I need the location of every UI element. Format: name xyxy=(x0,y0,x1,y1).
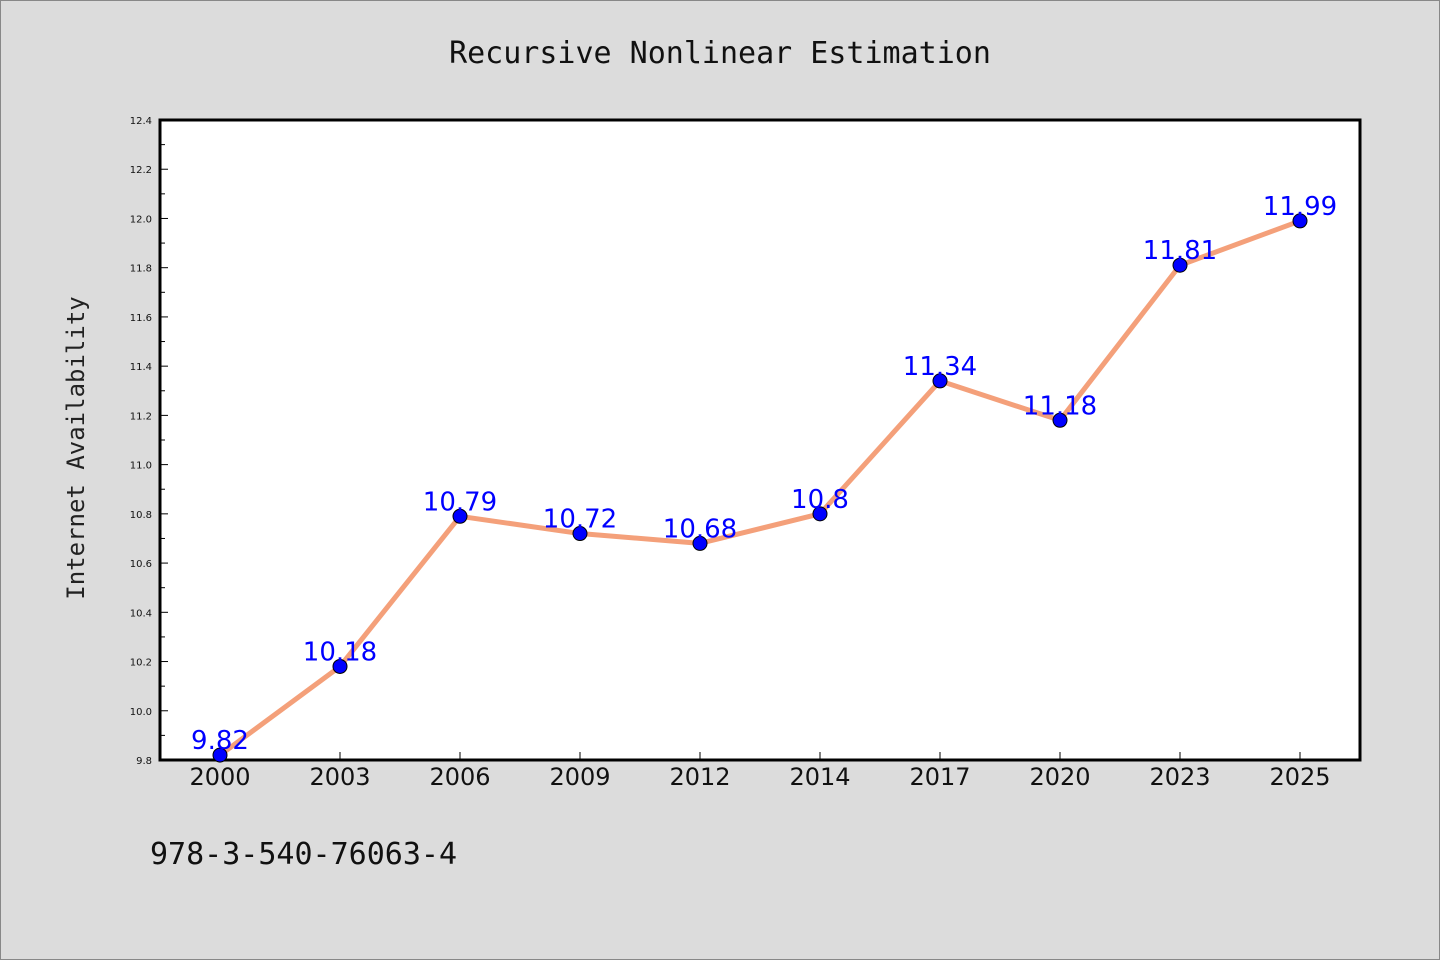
y-axis: 9.8 10.0 10.2 10.4 10.6 10.8 11.0 11.2 11.4 11.6 1… xyxy=(130,116,168,767)
y-tick-label: 12.4 xyxy=(130,116,152,127)
x-tick-label: 2012 xyxy=(669,763,730,791)
data-label: 9.82 xyxy=(191,726,249,756)
plot-area xyxy=(158,118,1362,762)
data-label: 11.81 xyxy=(1143,236,1217,266)
x-tick-label: 2014 xyxy=(789,763,850,791)
data-label: 10.18 xyxy=(303,637,377,667)
data-labels: 9.82 10.18 10.79 10.72 10.68 10.8 11.34 11.18 11… xyxy=(191,192,1337,756)
data-label: 11.34 xyxy=(903,352,977,382)
y-tick-label: 12.0 xyxy=(130,214,152,225)
y-tick-label: 11.8 xyxy=(130,264,152,275)
data-label: 11.99 xyxy=(1263,192,1337,222)
x-axis: 2000 2003 2006 2009 2012 2014 2017 2020 2023 2025 xyxy=(189,752,1331,791)
x-tick-label: 2017 xyxy=(909,763,970,791)
y-tick-label: 10.6 xyxy=(130,559,152,570)
data-point xyxy=(1052,412,1068,428)
x-tick-label: 2023 xyxy=(1149,763,1210,791)
data-point xyxy=(692,535,708,551)
data-label: 10.68 xyxy=(663,514,737,544)
data-label: 10.8 xyxy=(791,485,849,515)
footer-isbn: 978-3-540-76063-4 xyxy=(150,837,457,872)
y-tick-label: 12.2 xyxy=(130,165,152,176)
x-tick-label: 2009 xyxy=(549,763,610,791)
x-tick-label: 2025 xyxy=(1269,763,1330,791)
y-tick-label: 10.0 xyxy=(130,707,152,718)
data-markers xyxy=(212,213,1308,763)
data-label: 10.72 xyxy=(543,505,617,535)
y-tick-label: 10.8 xyxy=(130,510,152,521)
x-tick-label: 2006 xyxy=(429,763,490,791)
series-line xyxy=(217,218,1303,758)
y-tick-label: 10.2 xyxy=(130,658,152,669)
data-point xyxy=(572,526,588,542)
data-point xyxy=(212,747,228,763)
y-tick-label: 10.4 xyxy=(130,608,152,619)
y-tick-label: 9.8 xyxy=(136,756,152,767)
x-tick-label: 2020 xyxy=(1029,763,1090,791)
x-tick-label: 2003 xyxy=(309,763,370,791)
data-point xyxy=(452,508,468,524)
data-label: 11.18 xyxy=(1023,391,1097,421)
x-tick-label: 2000 xyxy=(189,763,250,791)
data-point xyxy=(932,373,948,389)
data-point xyxy=(812,506,828,522)
y-axis-label: Internet Availability xyxy=(62,296,90,599)
y-tick-label: 11.2 xyxy=(130,411,152,422)
y-tick-label: 11.6 xyxy=(130,313,152,324)
y-tick-label: 11.4 xyxy=(130,362,152,373)
data-point xyxy=(1172,257,1188,273)
data-label: 10.79 xyxy=(423,487,497,517)
data-point xyxy=(332,658,348,674)
y-tick-label: 11.0 xyxy=(130,461,152,472)
chart-title: Recursive Nonlinear Estimation xyxy=(449,36,991,71)
data-point xyxy=(1292,213,1308,229)
